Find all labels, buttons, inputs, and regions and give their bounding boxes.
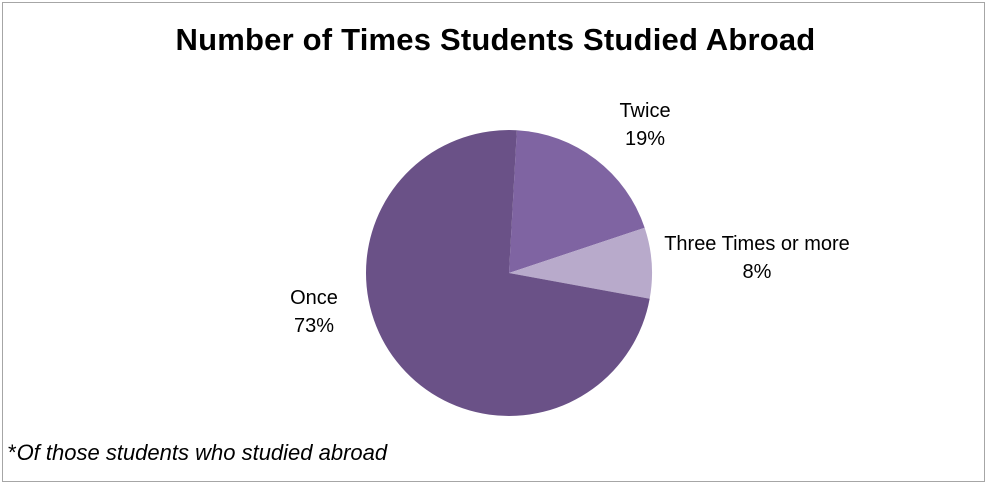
pie-slice-twice	[509, 130, 645, 273]
slice-label-twice-name: Twice	[619, 100, 671, 122]
footnote: *Of those students who studied abroad	[8, 440, 387, 466]
pie-chart	[365, 130, 652, 417]
pie-slices	[365, 130, 652, 417]
slice-label-twice-value: 19%	[624, 128, 666, 150]
slice-label-three-times-value: 8%	[742, 261, 772, 283]
chart-title: Number of Times Students Studied Abroad	[175, 22, 816, 57]
slice-label-three-times-name: Three Times or more	[664, 233, 850, 255]
pie-slice-three-times	[509, 227, 652, 299]
footnote-marker: *	[8, 440, 17, 465]
slice-label-twice: Twice 19%	[595, 97, 695, 153]
slice-label-once-value: 73%	[293, 315, 335, 337]
slice-label-once: Once 73%	[264, 284, 364, 340]
footnote-text: Of those students who studied abroad	[16, 440, 388, 465]
slice-label-once-name: Once	[290, 287, 338, 309]
pie-slice-once	[365, 130, 650, 417]
slice-label-three-times: Three Times or more 8%	[662, 230, 852, 286]
